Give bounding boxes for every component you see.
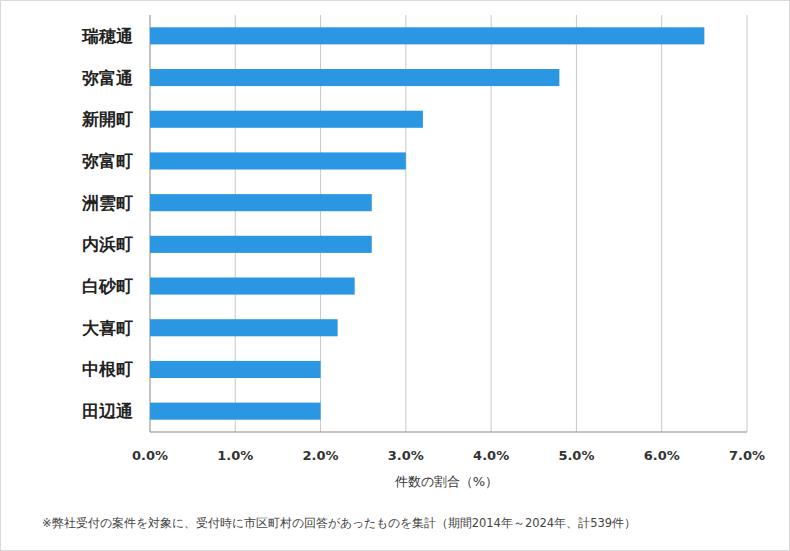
category-label: 瑞穂通: [81, 26, 133, 46]
grid-line: [747, 15, 748, 432]
category-label: 新開町: [81, 109, 133, 129]
chart: 瑞穂通弥富通新開町弥富町洲雲町内浜町白砂町大喜町中根町田辺通 0.0% 1.0% 2.…: [0, 0, 790, 551]
axis-label: 件数の割合（%）: [395, 474, 498, 489]
bar: [150, 361, 321, 378]
category-label: 白砂町: [82, 276, 133, 296]
bar: [150, 403, 321, 420]
category-label: 弥富町: [82, 151, 133, 171]
category-label: 洲雲町: [81, 193, 133, 213]
x-axis-line: [150, 432, 747, 433]
bar: [150, 236, 372, 253]
tick-label: 5.0%: [558, 448, 594, 463]
category-label: 田辺通: [82, 401, 133, 421]
category-label: 内浜町: [82, 234, 133, 254]
bar: [150, 111, 423, 128]
bar: [150, 278, 355, 295]
tick-label: 3.0%: [388, 448, 424, 463]
tick-label: 1.0%: [217, 448, 253, 463]
category-label: 弥富通: [82, 68, 133, 88]
category-label: 大喜町: [82, 318, 133, 338]
bar: [150, 319, 338, 336]
bar: [150, 194, 372, 211]
bar: [150, 69, 559, 86]
bar: [150, 27, 704, 44]
grid-line: [661, 15, 662, 432]
bar: [150, 152, 406, 169]
category-label: 中根町: [82, 359, 133, 379]
tick-label: 0.0%: [132, 448, 168, 463]
annotation: ※弊社受付の案件を対象に、受付時に市区町村の回答があったものを集計（期間2014…: [42, 516, 636, 530]
tick-label: 2.0%: [303, 448, 339, 463]
bars: [150, 27, 704, 419]
tick-label: 4.0%: [473, 448, 509, 463]
tick-label: 7.0%: [729, 448, 765, 463]
frame: [1, 1, 790, 551]
grid: [150, 15, 747, 432]
tick-label: 6.0%: [644, 448, 680, 463]
grid-line: [576, 15, 577, 432]
